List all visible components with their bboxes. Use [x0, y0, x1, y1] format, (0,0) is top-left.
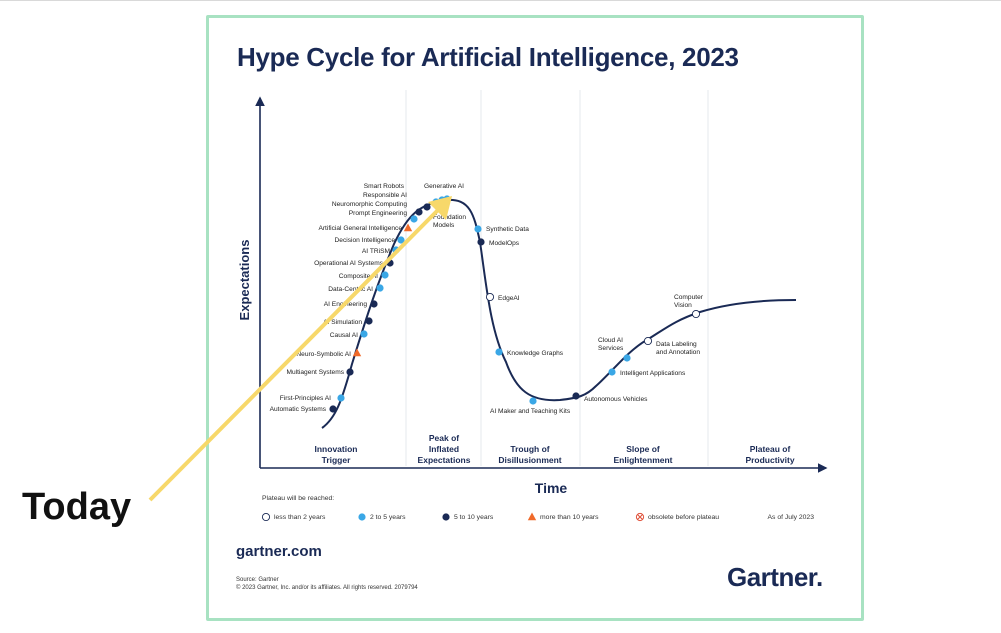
- tech-label: Prompt Engineering: [349, 210, 408, 217]
- gartner-logo: Gartner.: [727, 562, 823, 593]
- tech-label: Composite AI: [339, 273, 378, 280]
- legend-marker: [358, 513, 366, 521]
- tech-label: ModelOps: [489, 240, 520, 247]
- tech-label: Artificial General Intelligence: [318, 225, 402, 232]
- tech-marker: [410, 215, 418, 223]
- phase-label: Trough of Disillusionment: [498, 444, 561, 465]
- tech-marker: [423, 203, 431, 211]
- tech-label: AI Simulation: [323, 319, 362, 326]
- tech-marker: [572, 392, 580, 400]
- today-arrow-shaft: [148, 206, 442, 502]
- tech-label: Responsible AI: [363, 192, 407, 199]
- copyright-line: © 2023 Gartner, Inc. and/or its affiliat…: [236, 585, 418, 591]
- tech-label: Operational AI Systems: [314, 260, 384, 267]
- legend-marker: [527, 512, 537, 521]
- tech-label: Autonomous Vehicles: [584, 396, 648, 403]
- phase-label: Peak of Inflated Expectations: [418, 433, 471, 465]
- legend-label: 5 to 10 years: [454, 514, 494, 521]
- legend-label: 2 to 5 years: [370, 514, 406, 521]
- tech-label: EdgeAI: [498, 295, 520, 302]
- tech-label: Automatic Systems: [270, 406, 327, 413]
- tech-marker: [360, 330, 368, 338]
- hype-curve: [321, 198, 797, 429]
- legend-marker: [635, 512, 645, 522]
- as-of-date: As of July 2023: [768, 514, 815, 521]
- legend-heading: Plateau will be reached:: [262, 495, 334, 502]
- tech-marker: [337, 394, 345, 402]
- tech-marker: [329, 405, 337, 413]
- today-callout: Today: [22, 486, 132, 528]
- tech-marker: [415, 208, 423, 216]
- logo-dot: .: [816, 562, 823, 592]
- tech-label: Generative AI: [424, 183, 464, 190]
- tech-marker: [365, 317, 373, 325]
- tech-marker: [691, 309, 701, 319]
- legend-label: obsolete before plateau: [648, 514, 719, 521]
- legend-label: more than 10 years: [540, 514, 599, 521]
- tech-marker: [352, 348, 362, 357]
- technology-markers: Automatic Systems First-Principles AI Mult…: [270, 183, 704, 415]
- top-divider: [0, 0, 1001, 1]
- phase-labels: Innovation Trigger Peak of Inflated Expectat…: [315, 433, 795, 465]
- tech-label: Computer Vision: [674, 294, 704, 309]
- tech-label: Foundation Models: [433, 214, 466, 229]
- tech-marker: [477, 238, 485, 246]
- legend-label: less than 2 years: [274, 514, 326, 521]
- legend-marker: [261, 512, 271, 522]
- tech-marker: [370, 300, 378, 308]
- y-axis-label: Expectations: [237, 240, 252, 321]
- chart-title: Hype Cycle for Artificial Intelligence, …: [237, 42, 739, 72]
- phase-label: Plateau of Productivity: [745, 444, 794, 465]
- phase-label: Innovation Trigger: [315, 444, 358, 465]
- tech-marker: [376, 284, 384, 292]
- logo-text: Gartner: [727, 562, 817, 592]
- tech-label: Data-Centric AI: [328, 286, 373, 293]
- tech-label: Intelligent Applications: [620, 370, 686, 377]
- tech-label: Data Labeling and Annotation: [656, 341, 700, 356]
- tech-marker: [381, 271, 389, 279]
- tech-label: Knowledge Graphs: [507, 350, 564, 357]
- legend: Plateau will be reached: less than 2 year…: [261, 495, 815, 522]
- tech-marker: [643, 336, 653, 346]
- tech-label: AI Maker and Teaching Kits: [490, 408, 571, 415]
- tech-marker: [346, 368, 354, 376]
- tech-marker: [495, 348, 503, 356]
- tech-marker: [474, 225, 482, 233]
- tech-label: Cloud AI Services: [598, 337, 624, 352]
- tech-label: First-Principles AI: [280, 395, 331, 402]
- gartner-link[interactable]: gartner.com: [236, 543, 322, 560]
- tech-label: Smart Robots: [364, 183, 405, 190]
- tech-label: Synthetic Data: [486, 226, 529, 233]
- tech-marker: [529, 397, 537, 405]
- tech-marker: [608, 368, 616, 376]
- phase-label: Slope of Enlightenment: [613, 444, 672, 465]
- tech-label: Causal AI: [330, 332, 358, 339]
- x-axis-label: Time: [535, 480, 568, 496]
- source-line: Source: Gartner: [236, 577, 279, 583]
- tech-label: Multiagent Systems: [286, 369, 344, 376]
- tech-label: AI TRiSM: [362, 248, 390, 255]
- legend-marker: [442, 513, 450, 521]
- tech-marker: [485, 292, 495, 302]
- phase-dividers: [405, 90, 709, 466]
- tech-label: Decision Intelligence: [335, 237, 396, 244]
- tech-marker: [397, 236, 405, 244]
- tech-marker: [623, 354, 631, 362]
- tech-label: Neuromorphic Computing: [332, 201, 407, 208]
- today-arrow-head: [428, 196, 452, 220]
- source-note: Source: Gartner © 2023 Gartner, Inc. and…: [236, 576, 418, 592]
- tech-label: Neuro-Symbolic AI: [296, 351, 351, 358]
- tech-marker: [403, 223, 413, 232]
